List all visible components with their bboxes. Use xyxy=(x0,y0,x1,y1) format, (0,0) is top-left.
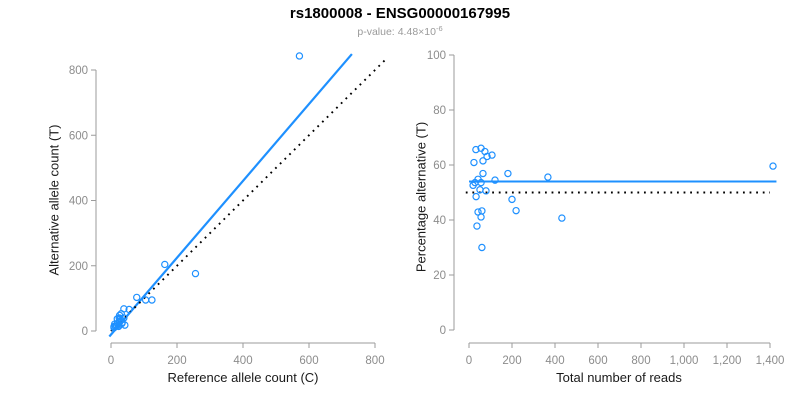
y-tick-label: 80 xyxy=(433,105,446,117)
data-point xyxy=(125,305,133,314)
data-point xyxy=(483,152,491,161)
data-point xyxy=(512,206,520,215)
data-point xyxy=(472,145,480,154)
y-tick-label: 0 xyxy=(82,326,88,338)
y-tick-label: 600 xyxy=(69,130,88,142)
data-point xyxy=(191,269,200,278)
x-tick-label: 800 xyxy=(631,355,650,367)
p-value-exponent: -6 xyxy=(435,24,443,33)
data-point xyxy=(133,293,141,302)
y-tick-label: 100 xyxy=(427,50,446,62)
data-point xyxy=(508,195,516,204)
identity-line xyxy=(110,56,389,332)
y-tick-label: 400 xyxy=(69,196,88,208)
x-tick-label: 800 xyxy=(365,355,384,367)
data-point xyxy=(482,187,490,195)
x-tick-label: 0 xyxy=(466,355,472,367)
data-point xyxy=(470,158,478,167)
data-point xyxy=(477,178,485,187)
data-point xyxy=(478,243,486,252)
data-point xyxy=(477,213,485,221)
data-point xyxy=(295,52,304,60)
data-point xyxy=(488,151,496,159)
right-y-axis-title: Percentage alternative (T) xyxy=(413,121,429,273)
y-tick-label: 800 xyxy=(69,65,88,77)
y-tick-label: 200 xyxy=(69,261,88,273)
y-tick-label: 20 xyxy=(433,270,446,282)
data-point xyxy=(491,176,499,184)
x-tick-label: 1,400 xyxy=(756,355,785,367)
data-point xyxy=(558,214,566,222)
regression-line xyxy=(108,53,353,338)
x-tick-label: 600 xyxy=(588,355,607,367)
p-value-mantissa: 4.48 xyxy=(397,26,419,38)
data-point xyxy=(469,181,477,190)
data-point xyxy=(478,207,486,215)
p-value-times-ten: ×10 xyxy=(418,26,436,38)
data-point xyxy=(120,305,128,313)
data-point xyxy=(121,321,129,329)
x-tick-label: 200 xyxy=(502,355,521,367)
p-value-label: p-value: xyxy=(357,26,395,38)
x-tick-label: 1,200 xyxy=(713,355,742,367)
data-point xyxy=(479,169,487,178)
x-tick-label: 600 xyxy=(299,355,318,367)
y-tick-label: 60 xyxy=(433,160,446,172)
left-x-axis-title: Reference allele count (C) xyxy=(167,370,319,385)
data-point xyxy=(161,260,169,269)
x-tick-label: 400 xyxy=(545,355,564,367)
x-tick-label: 400 xyxy=(233,355,252,367)
x-tick-label: 200 xyxy=(167,355,186,367)
data-point xyxy=(479,157,487,165)
x-tick-label: 1,000 xyxy=(670,355,699,367)
data-point xyxy=(148,296,156,304)
page-title: rs1800008 - ENSG00000167995 xyxy=(289,5,511,22)
right-x-axis-title: Total number of reads xyxy=(556,370,682,385)
data-point xyxy=(769,162,777,170)
y-tick-label: 40 xyxy=(433,215,446,227)
p-value-subtitle: p-value: 4.48×10-6 xyxy=(0,24,800,38)
data-point xyxy=(472,192,480,201)
data-point xyxy=(473,222,481,230)
y-tick-label: 0 xyxy=(440,325,446,337)
data-point xyxy=(504,169,512,178)
data-point xyxy=(544,173,552,181)
x-tick-label: 0 xyxy=(108,355,114,367)
left-y-axis-title: Alternative allele count (T) xyxy=(46,124,62,276)
